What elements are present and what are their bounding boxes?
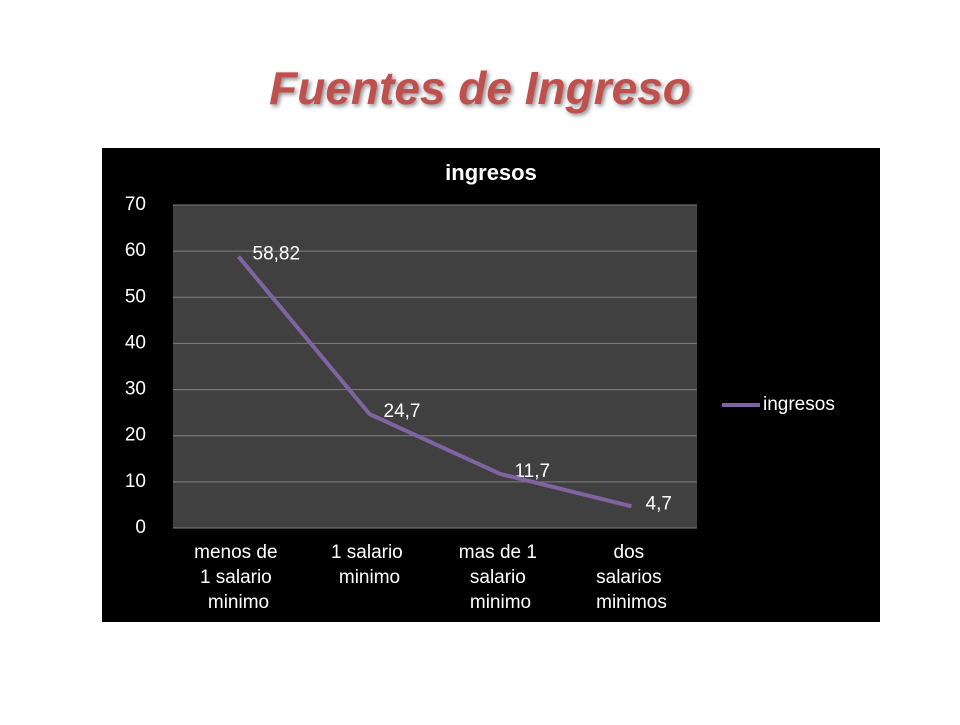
data-label: 4,7	[646, 493, 672, 514]
x-tick-label: dos salarios minimos	[596, 542, 667, 613]
legend-label: ingresos	[763, 394, 835, 415]
chart-title: ingresos	[445, 160, 537, 185]
y-tick-label: 40	[125, 332, 146, 353]
y-tick-label: 70	[125, 194, 146, 215]
data-label: 24,7	[384, 401, 421, 422]
x-tick-label: menos de 1 salario minimo	[194, 542, 283, 613]
data-label: 58,82	[253, 244, 301, 265]
x-tick-label: 1 salario minimo	[331, 542, 408, 588]
y-tick-label: 60	[125, 240, 146, 261]
plot-area	[173, 205, 697, 528]
slide-title: Fuentes de Ingreso	[269, 62, 691, 114]
y-tick-label: 30	[125, 379, 146, 400]
y-tick-label: 50	[125, 286, 146, 307]
y-tick-label: 0	[135, 517, 146, 538]
y-tick-label: 10	[125, 471, 146, 492]
x-tick-label: mas de 1 salario minimo	[459, 542, 542, 613]
y-tick-label: 20	[125, 425, 146, 446]
data-label: 11,7	[515, 461, 551, 482]
line	[236, 255, 632, 509]
